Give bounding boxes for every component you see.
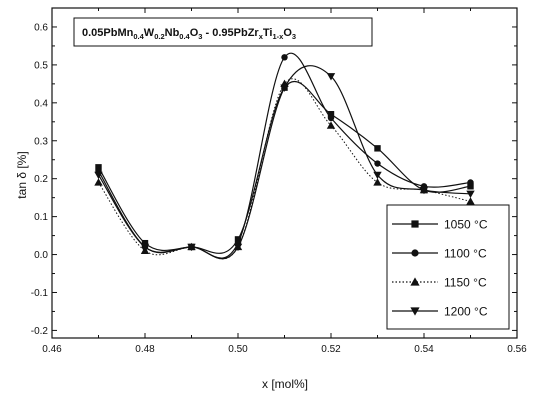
title-box-frame — [73, 17, 373, 47]
data-point-1200 — [233, 243, 243, 252]
legend-items: 1050 °C 1100 °C 1150 °C 1200 °C — [392, 218, 488, 319]
x-tick-label: 0.56 — [507, 344, 527, 355]
x-axis-title: x [mol%] — [262, 377, 308, 391]
y-tick-label: 0.0 — [34, 250, 48, 261]
legend-marker-1100 — [411, 249, 419, 257]
y-tick-label: 0.5 — [34, 60, 48, 71]
series-line-1050 — [97, 80, 471, 254]
legend-marker-1150 — [410, 277, 420, 286]
data-point-1050 — [234, 236, 242, 243]
y-tick-label: 0.6 — [34, 22, 48, 33]
series-markers — [94, 54, 475, 254]
data-point-1200 — [466, 190, 475, 199]
title-part: Nb — [165, 27, 180, 39]
series-line-1150 — [98, 78, 471, 260]
x-tick-label: 0.48 — [135, 344, 155, 355]
y-axis-title: tan δ [%] — [15, 151, 29, 198]
data-point-1100 — [281, 54, 288, 61]
data-point-1200 — [187, 243, 196, 252]
title-part: x — [259, 32, 264, 41]
data-point-1150 — [94, 178, 103, 186]
title-part: Ti — [263, 27, 273, 39]
title-part: O — [283, 27, 292, 39]
data-point-1150 — [373, 178, 382, 186]
data-point-1150 — [326, 121, 336, 129]
title-part: 3 — [198, 32, 202, 41]
title-box: 0.05PbMn0.4W0.2Nb0.4O3 - 0.95PbZrxTi1-xO… — [73, 17, 373, 47]
x-tick-label: 0.46 — [42, 344, 62, 355]
legend-label: 1200 °C — [444, 305, 488, 319]
legend-label: 1050 °C — [444, 218, 488, 232]
y-tick-label: 0.1 — [34, 212, 48, 223]
data-point-1200 — [419, 186, 429, 195]
x-tick-label: 0.52 — [321, 344, 341, 355]
legend-frame — [386, 204, 510, 330]
legend-marker-1200 — [410, 307, 420, 316]
axis-ticks: 0.46 0.48 0.50 0.52 0.54 0.56 -0.2 -0.1 0.0 0.1 0.… — [31, 8, 527, 355]
data-point-1050 — [467, 183, 474, 190]
data-point-1050 — [374, 145, 381, 152]
data-point-1100 — [327, 114, 335, 122]
legend-marker-1050 — [411, 220, 419, 228]
y-tick-label: 0.3 — [34, 136, 48, 147]
data-point-1050 — [327, 111, 335, 118]
data-point-1200 — [140, 243, 150, 252]
data-point-1050 — [141, 239, 149, 247]
y-tick-label: 0.2 — [34, 174, 48, 185]
x-tick-label: 0.54 — [414, 344, 434, 355]
data-point-1100 — [374, 160, 381, 167]
title-part: 0.05PbMn — [82, 27, 134, 39]
title-part: 3 — [292, 32, 296, 41]
title-part: W — [144, 27, 155, 39]
data-point-1150 — [466, 197, 475, 205]
title-part: 0.4 — [179, 32, 190, 41]
legend-label: 1100 °C — [444, 247, 487, 261]
legend: 1050 °C 1100 °C 1150 °C 1200 °C — [386, 204, 510, 330]
title-part: O — [190, 27, 199, 39]
data-point-1050 — [95, 164, 102, 171]
data-point-1200 — [280, 84, 289, 92]
series-curves — [97, 52, 471, 260]
title-part: 0.2 — [154, 32, 164, 41]
chart-title: 0.05PbMn0.4W0.2Nb0.4O3 - 0.95PbZrxTi1-xO… — [82, 27, 296, 41]
legend-label: 1150 °C — [444, 276, 487, 290]
series-line-1200 — [97, 65, 471, 260]
y-tick-label: 0.4 — [34, 98, 48, 109]
y-tick-label: -0.2 — [31, 326, 49, 337]
data-point-1100 — [467, 179, 474, 186]
title-part: - 0.95PbZr — [202, 27, 259, 39]
data-point-1200 — [373, 171, 382, 180]
y-tick-label: -0.1 — [31, 288, 49, 299]
data-point-1200 — [94, 171, 103, 180]
title-part: 1-x — [272, 32, 284, 41]
title-part: 0.4 — [133, 32, 144, 41]
data-point-1200 — [326, 73, 336, 81]
x-tick-label: 0.50 — [228, 344, 248, 355]
